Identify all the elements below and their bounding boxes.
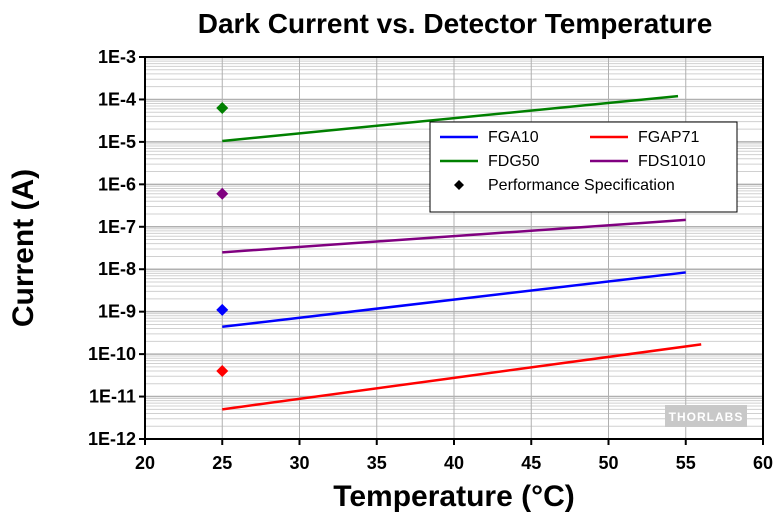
watermark-text: THORLABS <box>669 410 744 424</box>
y-tick-label: 1E-5 <box>98 132 136 152</box>
legend-box <box>429 121 738 213</box>
performance-spec-diamond <box>216 101 229 114</box>
legend-label-performance-spec: Performance Specification <box>488 177 675 194</box>
y-tick-label: 1E-10 <box>88 344 136 364</box>
legend-swatch-performance-spec <box>454 180 464 190</box>
y-tick-label: 1E-6 <box>98 174 136 194</box>
x-tick-label: 55 <box>676 453 696 473</box>
legend-label-fds1010: FDS1010 <box>638 153 706 170</box>
y-tick-label: 1E-4 <box>98 89 136 109</box>
y-tick-label: 1E-11 <box>89 387 136 407</box>
y-axis-label: Current (A) <box>7 169 40 327</box>
ticks: 20 25 30 35 40 45 50 55 60 1E-3 1E-4 1E-5 1E-6 1E-7 1E… <box>88 47 773 473</box>
x-tick-label: 30 <box>289 453 309 473</box>
chart-title: Dark Current vs. Detector Temperature <box>198 8 713 39</box>
series-line-fds1010 <box>222 218 686 254</box>
y-tick-label: 1E-8 <box>98 259 136 279</box>
performance-spec-markers <box>216 101 229 378</box>
x-tick-label: 25 <box>212 453 232 473</box>
x-tick-label: 50 <box>598 453 618 473</box>
series-line-fdg50 <box>222 94 679 143</box>
y-tick-label: 1E-7 <box>98 217 136 237</box>
x-tick-label: 20 <box>135 453 155 473</box>
legend-label-fgap71: FGAP71 <box>638 129 699 146</box>
thorlabs-watermark: THORLABS <box>665 405 747 427</box>
legend-label-fdg50: FDG50 <box>488 153 540 170</box>
performance-spec-diamond <box>216 303 229 316</box>
y-tick-label: 1E-12 <box>88 429 136 449</box>
y-tick-label: 1E-3 <box>98 47 136 67</box>
legend-label-fga10: FGA10 <box>488 129 539 146</box>
series-line-fga10 <box>222 271 686 329</box>
x-tick-label: 45 <box>521 453 541 473</box>
grid <box>144 56 764 440</box>
performance-spec-diamond <box>216 365 229 378</box>
series-layer <box>222 94 702 411</box>
x-tick-label: 60 <box>753 453 773 473</box>
x-tick-label: 40 <box>444 453 464 473</box>
performance-spec-diamond <box>216 187 229 200</box>
x-tick-label: 35 <box>367 453 387 473</box>
x-axis-label: Temperature (°C) <box>333 480 574 513</box>
series-line-fgap71 <box>222 343 702 411</box>
legend: FGA10 FGAP71 FDG50 FDS1010 Performance Speci… <box>429 121 738 213</box>
y-tick-label: 1E-9 <box>98 302 136 322</box>
